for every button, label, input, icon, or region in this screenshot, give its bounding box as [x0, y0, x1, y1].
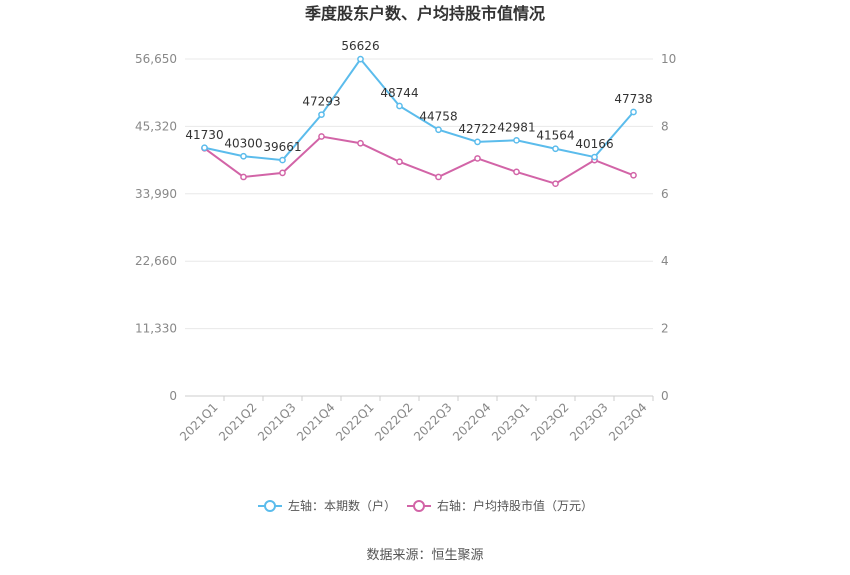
y-right-tick-label: 0: [661, 389, 669, 403]
legend-item-holders[interactable]: 左轴：本期数（户）: [258, 498, 396, 513]
data-label: 40300: [224, 136, 262, 150]
data-label: 40166: [575, 137, 613, 151]
data-label: 42722: [458, 122, 496, 136]
series-point-holders: [513, 136, 520, 144]
series-point-avg-value: [357, 139, 364, 147]
legend-marker: [413, 500, 425, 512]
series-point-avg-value: [474, 155, 481, 162]
data-label: 47293: [302, 95, 340, 109]
x-axis: 2021Q12021Q22021Q32021Q42022Q12022Q22022…: [177, 396, 654, 444]
series-point-avg-value: [630, 171, 637, 179]
series-point-holders: [474, 138, 481, 146]
y-left-tick-label: 45,320: [135, 119, 177, 133]
series-point-holders: [630, 108, 637, 116]
data-source: 数据来源：恒生聚源: [366, 548, 483, 563]
data-label: 48744: [380, 86, 418, 100]
series-point-holders: [591, 153, 598, 161]
chart-title: 季度股东户数、户均持股市值情况: [304, 4, 545, 23]
series-point-holders: [240, 152, 247, 160]
series-point-holders: [552, 145, 559, 153]
x-tick-label: 2021Q3: [255, 400, 299, 444]
series-point-holders: [396, 102, 403, 110]
series-point-avg-value: [435, 173, 442, 181]
legend-marker: [264, 500, 276, 512]
legend-item-avg-value[interactable]: 右轴：户均持股市值（万元）: [407, 498, 593, 513]
y-left-tick-label: 33,990: [135, 187, 177, 201]
data-label: 41730: [185, 128, 223, 142]
legend-label: 左轴：本期数（户）: [288, 498, 396, 513]
x-tick-label: 2021Q2: [216, 400, 260, 444]
series-layer: [201, 55, 637, 188]
series-point-avg-value: [318, 133, 325, 140]
data-label: 56626: [341, 39, 379, 53]
series-point-holders: [201, 144, 208, 152]
y-right-tick-label: 2: [661, 322, 669, 336]
series-point-avg-value: [240, 173, 247, 181]
series-line-holders: [204, 57, 635, 162]
legend[interactable]: 左轴：本期数（户） 右轴：户均持股市值（万元）: [258, 498, 593, 513]
x-tick-label: 2023Q4: [606, 400, 650, 444]
series-point-holders: [357, 55, 364, 63]
y-right-tick-label: 8: [661, 119, 669, 133]
y-left-tick-label: 22,660: [135, 254, 177, 268]
legend-label: 右轴：户均持股市值（万元）: [437, 498, 593, 513]
series-point-holders: [279, 156, 286, 164]
y-left-tick-label: 11,330: [135, 322, 177, 336]
y-axis-right: 0 2 4 6 8 10: [661, 52, 676, 403]
y-right-tick-label: 6: [661, 187, 669, 201]
x-tick-label: 2022Q1: [333, 400, 377, 444]
y-axis-left: 0 11,330 22,660 33,990 45,320 56,650: [135, 52, 177, 403]
data-label: 44758: [419, 110, 457, 124]
x-tick-label: 2022Q2: [372, 400, 416, 444]
x-tick-label: 2022Q3: [411, 400, 455, 444]
series-point-avg-value: [279, 169, 286, 177]
y-left-tick-label: 0: [169, 389, 177, 403]
x-tick-label: 2023Q1: [489, 400, 533, 444]
data-label: 41564: [536, 129, 574, 143]
x-tick-label: 2023Q2: [528, 400, 572, 444]
data-label: 47738: [614, 92, 652, 106]
x-tick-label: 2022Q4: [450, 400, 494, 444]
series-line-avg-value: [203, 135, 634, 185]
data-label: 39661: [263, 140, 301, 154]
series-point-avg-value: [513, 168, 520, 176]
series-point-avg-value: [552, 180, 559, 188]
x-tick-label: 2021Q4: [294, 400, 338, 444]
data-label: 42981: [497, 120, 535, 134]
y-right-tick-label: 4: [661, 254, 669, 268]
series-point-holders: [435, 126, 442, 134]
x-tick-label: 2023Q3: [567, 400, 611, 444]
series-point-avg-value: [396, 158, 403, 166]
y-right-tick-label: 10: [661, 52, 676, 66]
x-tick-label: 2021Q1: [177, 400, 221, 444]
y-left-tick-label: 56,650: [135, 52, 177, 66]
series-point-holders: [318, 111, 325, 119]
